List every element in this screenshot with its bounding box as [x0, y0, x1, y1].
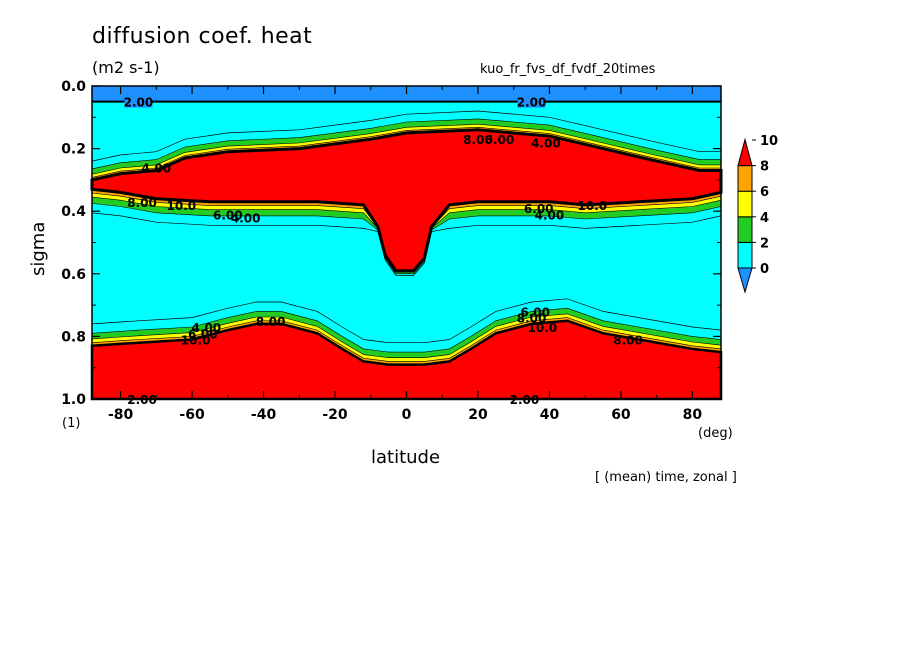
y-tick-label-3: 0.6 [61, 267, 86, 283]
colorbar-band-4 [737, 165, 753, 192]
y-tick-label-4: 0.8 [61, 329, 86, 345]
x-tick-label-6: 40 [540, 407, 560, 423]
contour-label-1: 2.00 [517, 96, 547, 110]
contour-label-6: 10.0 [167, 199, 197, 213]
chart-title: diffusion coef. heat [92, 24, 313, 49]
contour-label-8: 6.00 [524, 202, 554, 216]
contour-label-5: 8.00 [127, 196, 157, 210]
colorbar-arrow-low [737, 267, 753, 294]
contour-label-bg-0 [124, 94, 153, 108]
contour-label-2: 4.00 [142, 161, 172, 175]
y-tick-label-2: 0.4 [61, 204, 86, 220]
colorbar-band-3 [737, 190, 753, 218]
run-name: kuo_fr_fvs_df_fvdf_20times [480, 62, 656, 77]
colorbar-band-1 [737, 241, 753, 269]
contour-label-20: 8.00 [613, 334, 643, 348]
contour-label-7: 4.00 [535, 208, 565, 222]
colorbar-label-4: 8 [760, 160, 769, 175]
footnote: [ (mean) time, zonal ] [595, 470, 737, 485]
colorbar-band-2 [737, 216, 753, 243]
contour-label-15: 10.0 [181, 334, 211, 348]
chart-units: (m2 s-1) [92, 58, 160, 77]
contour-label-19: 10.0 [528, 321, 558, 335]
colorbar-label-5: 10 [760, 134, 778, 149]
x-tick-label-7: 60 [611, 407, 631, 423]
plot-area: 2.00 2.004.004.006.008.00 10.04.006.00 10.0… [90, 86, 723, 407]
contour-label-14: 6.00 [188, 327, 218, 341]
colorbar-label-0: 0 [760, 262, 769, 277]
contour-label-22: 2.00 [510, 393, 540, 407]
contour-label-11: 6.00 [485, 133, 515, 147]
x-tick-label-3: -20 [322, 407, 348, 423]
x-tick-label-1: -60 [179, 407, 205, 423]
region-boundary-layer [90, 319, 723, 401]
x-axis-label: latitude [371, 447, 441, 468]
contour-label-13: 4.00 [192, 321, 222, 335]
colorbar-label-1: 2 [760, 236, 769, 251]
contour-label-3: 4.00 [231, 211, 261, 225]
colorbar-label-2: 4 [760, 211, 769, 226]
contour-2-upper [91, 110, 722, 276]
contour-label-4: 6.00 [213, 208, 243, 222]
contour-label-bg-1 [517, 94, 546, 108]
y-tick-label-5: 1.0 [61, 392, 86, 408]
y-tick-label-0: 0.0 [61, 79, 86, 95]
contour-label-10: 8.00 [463, 133, 493, 147]
x-tick-label-8: 80 [683, 407, 703, 423]
contour-label-21: 2.00 [127, 393, 157, 407]
colorbar-label-3: 6 [760, 185, 769, 200]
contour-label-17: 6.00 [520, 305, 550, 319]
x-tick-label-5: 20 [468, 407, 488, 423]
x-axis-unit: (deg) [698, 426, 733, 441]
contour-2-lower [91, 298, 722, 344]
axes: -80 -60 -40 -20 0 20 40 60 80 0.0 0.2 0.4 0.6 0.8 1.0 [61, 79, 722, 423]
x-tick-label-2: -40 [251, 407, 277, 423]
x-tick-label-4: 0 [402, 407, 412, 423]
colorbar: 0 2 4 6 8 10 [737, 134, 778, 294]
x-tick-label-0: -80 [108, 407, 134, 423]
contour-label-12: 4.00 [531, 136, 561, 150]
contour-label-18: 8.00 [517, 312, 547, 326]
region-upper-jet [90, 128, 723, 273]
contour-label-16: 8.00 [256, 315, 286, 329]
contour-label-9: 10.0 [578, 199, 608, 213]
y-axis-unit: (1) [62, 416, 81, 431]
y-tick-label-1: 0.2 [61, 142, 86, 158]
colorbar-arrow-high [737, 137, 753, 167]
contour-label-0: 2.00 [124, 96, 154, 110]
